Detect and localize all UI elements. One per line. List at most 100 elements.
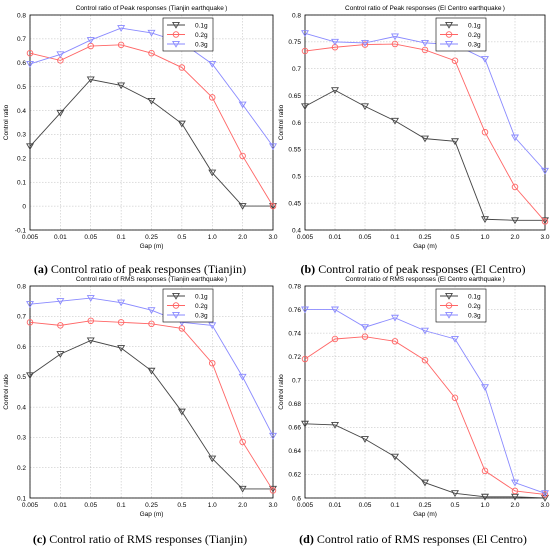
panel-a-series-01g-point	[177, 120, 186, 128]
panel-d-series-01g-point	[301, 420, 309, 428]
panel-a-xtick-label: 0.25	[145, 234, 158, 241]
panel-b-legend-label: 0.3g	[468, 41, 481, 48]
panel-b-xtick-label: 0.25	[419, 234, 432, 241]
panel-b-series-02g-point	[481, 128, 489, 136]
panel-a-title: Control ratio of Peak responses (Tianjin…	[76, 5, 228, 12]
panel-d-xtick-label: 0.1	[390, 502, 399, 509]
panel-c-series-02g-point	[208, 359, 216, 367]
panel-a-xtick-label: 0.005	[22, 234, 39, 241]
panel-c-xtick-label: 0.01	[54, 502, 67, 509]
panel-c-legend-marker	[172, 302, 180, 309]
panel-d-xtick-label: 3.0	[540, 502, 549, 509]
panel-c-legend-marker	[172, 311, 180, 319]
panel-d-series-02g-line	[304, 336, 546, 495]
panel-d-ytick-label: 0.66	[288, 425, 301, 432]
panel-d-legend-marker	[445, 292, 453, 300]
panel-d-ytick-label: 0.62	[288, 472, 301, 479]
panel-a-series-03g-point	[26, 60, 34, 68]
panel-c-series-01g-point	[86, 337, 95, 345]
panel-a-series-01g-point	[147, 97, 156, 105]
panel-d-xtick-label: 0.25	[419, 502, 432, 509]
panel-c-ytick-label: 0.2	[17, 465, 26, 472]
panel-b-series-01g-point	[361, 103, 369, 111]
panel-b-series-03g-point	[511, 134, 519, 142]
panel-a-ytick-label: -0.1	[15, 227, 27, 234]
panel-d-series-03g-point	[301, 306, 309, 314]
panel-d-series-01g-point	[421, 479, 429, 487]
panel-c-series-02g-point	[148, 320, 155, 328]
panel-c: Control ratio of RMS responses (Tianjin …	[3, 276, 278, 518]
panel-b-series-03g-point	[481, 56, 489, 63]
panel-b-legend-label: 0.2g	[468, 32, 481, 39]
panel-c-legend-label: 0.3g	[195, 312, 208, 319]
panel-d-series-03g-point	[481, 384, 489, 392]
panel-c-legend-label: 0.1g	[195, 293, 208, 300]
panel-b-series-02g-line	[304, 43, 546, 222]
panel-d-series-01g-point	[361, 436, 369, 443]
panel-b-xlabel: Gap (m)	[413, 243, 437, 250]
panel-b: Control ratio of Peak responses (El Cent…	[278, 5, 550, 250]
panel-b-xtick-label: 2.0	[510, 234, 519, 241]
panel-d-ytick-label: 0.78	[288, 283, 301, 290]
panel-c-axes-frame	[29, 285, 274, 499]
panel-a-series-03g-point	[56, 51, 65, 59]
panel-a-series-01g-point	[86, 76, 95, 84]
panel-a-series-02g-point	[26, 49, 34, 57]
panel-c-xtick-label: 0.005	[22, 502, 39, 509]
panel-c-series-02g-point	[57, 322, 64, 329]
panel-b-ytick-label: 0.75	[288, 39, 301, 46]
panel-c-series-01g-point	[56, 351, 65, 358]
panel-c-ytick-label: 0.7	[17, 314, 26, 321]
panel-a-series-02g-point	[208, 94, 216, 101]
panel-c-legend-marker	[172, 292, 180, 300]
panel-d-series-01g-line	[304, 423, 546, 499]
panel-d-legend-label: 0.2g	[468, 303, 481, 310]
caption-a-label: (a)	[33, 262, 48, 276]
panel-a-series-03g-point	[208, 60, 217, 68]
panel-d-series-01g-point	[391, 453, 399, 461]
panel-b-series-01g-point	[391, 117, 399, 125]
panel-d-series-02g-point	[511, 487, 519, 495]
panel-a-xtick-label: 3.0	[268, 234, 277, 241]
panel-a-ytick-label: 0.3	[17, 132, 26, 139]
panel-a-series-01g-line	[29, 79, 273, 207]
panel-c-xtick-label: 0.5	[177, 502, 186, 509]
caption-c-label: (c)	[32, 532, 47, 546]
panel-d-series-03g-point	[421, 327, 429, 335]
panel-b-xtick-label: 3.0	[540, 234, 549, 241]
panel-a: Control ratio of Peak responses (Tianjin…	[3, 5, 278, 250]
panel-c-legend-label: 0.2g	[195, 303, 208, 310]
panel-a-series-02g-point	[148, 49, 155, 57]
panel-a-legend-marker	[172, 21, 180, 29]
panel-d-series-02g-point	[481, 467, 489, 475]
panel-c-series-01g-point	[208, 455, 217, 463]
panel-c-ytick-label: 0.8	[17, 283, 26, 290]
panel-b-legend-marker	[445, 21, 453, 29]
panel-a-xlabel: Gap (m)	[140, 243, 164, 250]
panel-a-series-01g-point	[208, 169, 217, 177]
panel-d-ytick-label: 0.74	[288, 330, 301, 337]
panel-c-series-03g-point	[56, 298, 65, 305]
panel-b-series-03g-point	[421, 39, 429, 47]
panel-c-title: Control ratio of RMS responses (Tianjin …	[76, 276, 227, 283]
panel-c-series-03g-point	[269, 432, 277, 440]
panel-a-series-01g-point	[238, 203, 247, 210]
panel-b-ytick-label: 0.45	[288, 200, 301, 207]
caption-c: (c) Control ratio of RMS responses (Tian…	[5, 532, 275, 547]
panel-c-ylabel: Control ratio	[3, 374, 10, 410]
panel-b-xtick-label: 0.01	[329, 234, 342, 241]
panel-d: Control ratio of RMS responses (El Centr…	[278, 276, 550, 518]
panel-b-axes-frame	[304, 14, 546, 231]
panel-d-series-02g-point	[301, 355, 309, 363]
panel-c-xtick-label: 1.0	[208, 502, 217, 509]
panel-a-xtick-label: 0.05	[84, 234, 97, 241]
panel-c-series-01g-point	[117, 345, 126, 352]
panel-a-series-03g-point	[117, 25, 126, 32]
panel-d-xtick-label: 1.0	[480, 502, 489, 509]
panel-a-legend-marker	[172, 31, 180, 38]
panel-d-series-03g-point	[451, 335, 459, 343]
panel-b-series-02g-point	[511, 183, 519, 191]
panel-a-series-01g-point	[56, 109, 65, 117]
panel-a-legend-marker	[172, 40, 180, 48]
